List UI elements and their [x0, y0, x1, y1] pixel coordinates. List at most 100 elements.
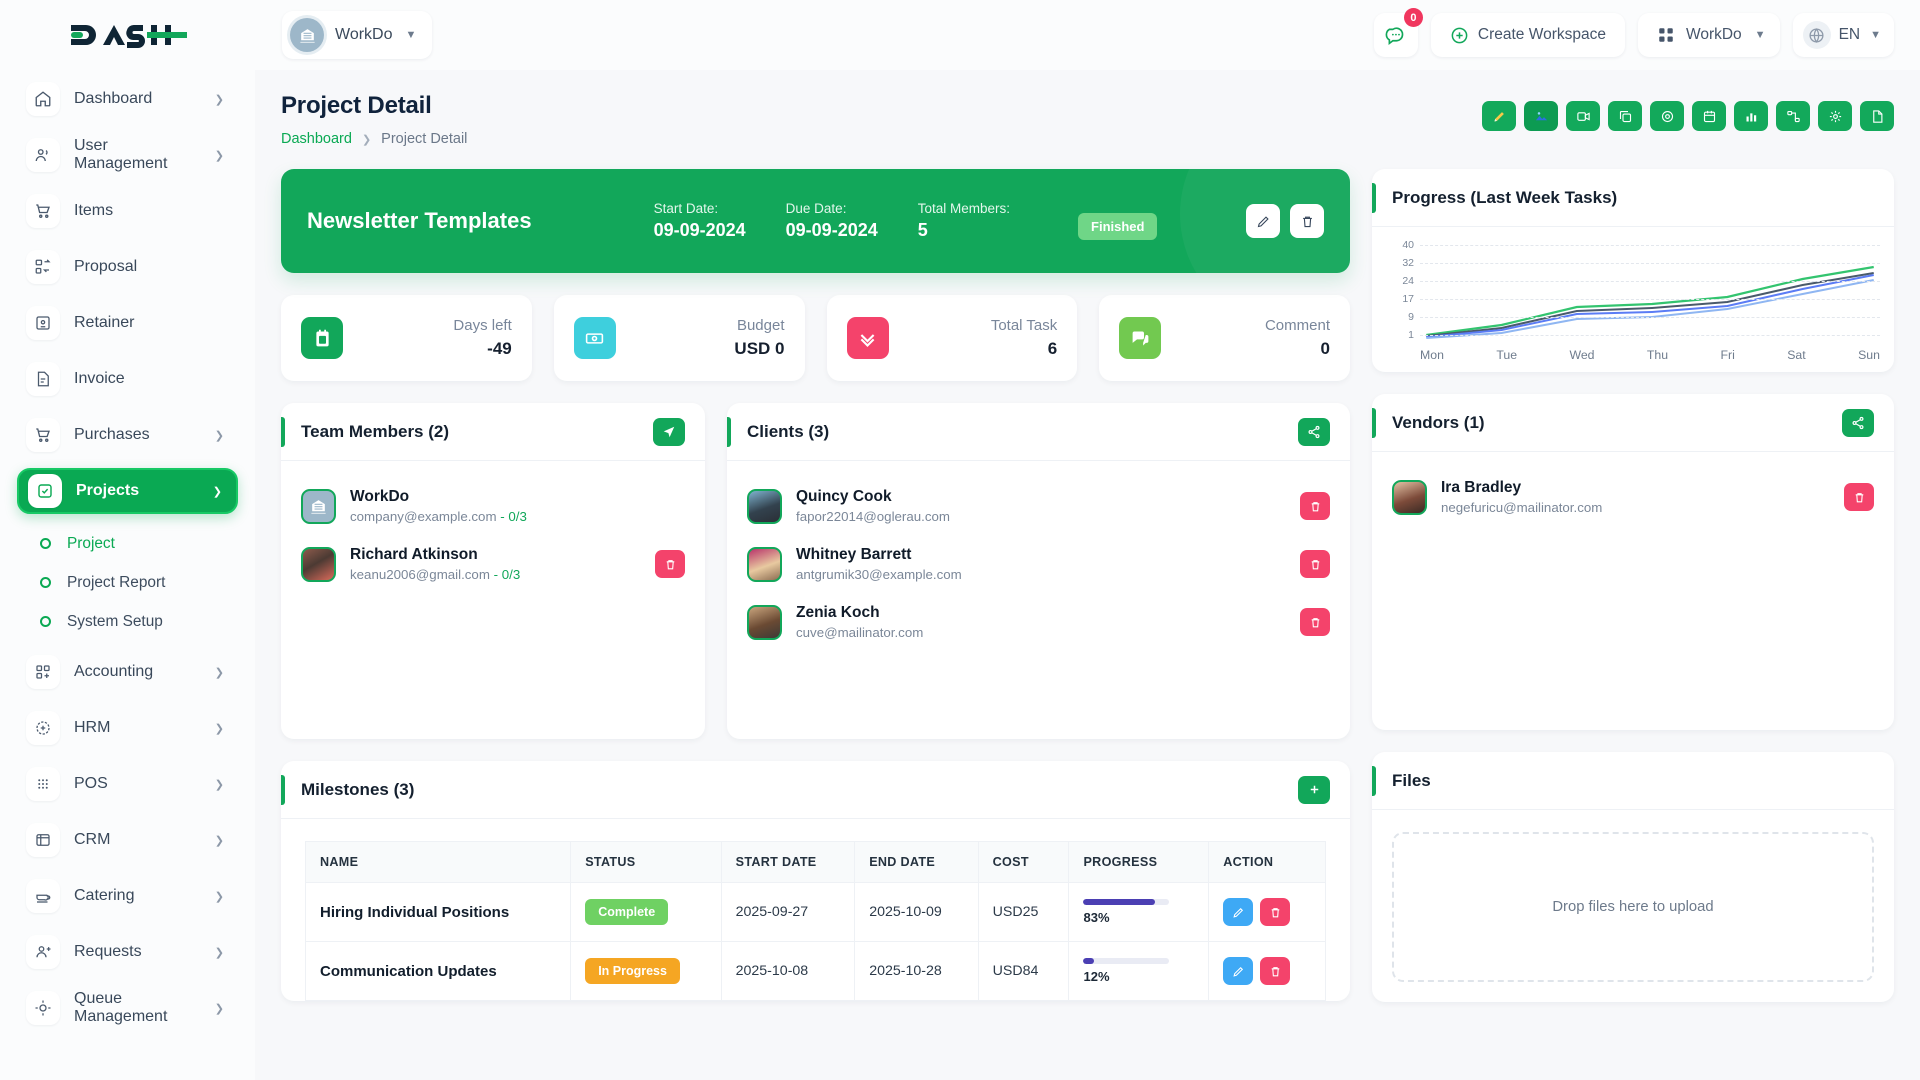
avatar	[747, 488, 782, 524]
cell-cost: USD84	[977, 941, 1070, 1001]
send-icon-button[interactable]	[653, 417, 685, 446]
cell-end: 2025-10-28	[854, 941, 979, 1001]
milestones-card: Milestones (3) NAME STATUS	[281, 761, 1350, 1001]
delete-member-button[interactable]	[655, 550, 685, 578]
sidebar-item-crm[interactable]: CRM ❯	[17, 817, 238, 863]
avatar	[747, 604, 782, 640]
file-dropzone[interactable]: Drop files here to upload	[1392, 832, 1874, 982]
sidebar-subitem-project-report[interactable]: Project Report	[17, 563, 238, 602]
workspace-chip[interactable]: WorkDo ▼	[282, 11, 433, 59]
plus-circle-icon	[1451, 27, 1468, 43]
delete-client-button[interactable]	[1300, 492, 1330, 520]
language-select[interactable]: EN ▼	[1792, 13, 1894, 57]
cart-icon	[26, 418, 60, 452]
workspace-avatar-icon	[290, 18, 324, 52]
breadcrumb-dashboard[interactable]: Dashboard	[281, 131, 352, 147]
sidebar-item-requests[interactable]: Requests ❯	[17, 929, 238, 975]
copy-icon-button[interactable]	[1608, 101, 1642, 131]
sidebar-item-invoice[interactable]: Invoice	[17, 356, 238, 402]
share-icon-button[interactable]	[1842, 408, 1874, 437]
gear-icon-button[interactable]	[1818, 101, 1852, 131]
sidebar-item-accounting[interactable]: Accounting ❯	[17, 649, 238, 695]
clients-card: Clients (3) Quincy Cook	[727, 403, 1350, 739]
double-check-icon	[846, 317, 889, 359]
sidebar-item-queue-management[interactable]: Queue Management ❯	[17, 985, 238, 1031]
sidebar-label: Requests	[74, 943, 142, 960]
list-item: Ira Bradley negefuricu@mailinator.com	[1392, 468, 1874, 526]
messages-button[interactable]: 0	[1373, 8, 1423, 57]
chevron-right-icon: ❯	[214, 778, 224, 791]
project-name: Newsletter Templates	[307, 208, 532, 233]
target-icon-button[interactable]	[1650, 101, 1684, 131]
sidebar-item-projects[interactable]: Projects ❯	[17, 468, 238, 514]
sidebar-item-user-management[interactable]: User Management ❯	[17, 132, 238, 178]
requests-icon	[26, 935, 60, 969]
members-value: 5	[917, 220, 928, 240]
edit-milestone-button[interactable]	[1223, 898, 1254, 926]
delete-project-button[interactable]	[1290, 204, 1324, 238]
edit-milestone-button[interactable]	[1223, 957, 1254, 985]
calendar-icon-button[interactable]	[1692, 101, 1726, 131]
brand-logo[interactable]	[0, 17, 255, 53]
th-cost: COST	[977, 841, 1070, 883]
cell-progress: 12%	[1068, 941, 1210, 1001]
pencil-color-icon-button[interactable]	[1482, 101, 1516, 131]
th-progress: PROGRESS	[1068, 841, 1210, 883]
notification-badge: 0	[1403, 8, 1423, 27]
delete-client-button[interactable]	[1300, 550, 1330, 578]
delete-milestone-button[interactable]	[1260, 957, 1291, 985]
sidebar-item-items[interactable]: Items	[17, 188, 238, 234]
home-icon	[26, 82, 60, 116]
workspace-select[interactable]: WorkDo ▼	[1637, 13, 1780, 57]
card-title: Vendors (1)	[1392, 412, 1485, 432]
table-row: Communication Updates In Progress 2025-1…	[304, 941, 1326, 1001]
sidebar-label: Accounting	[74, 663, 154, 680]
sidebar-item-pos[interactable]: POS ❯	[17, 761, 238, 807]
sidebar-subitem-system-setup[interactable]: System Setup	[17, 602, 238, 641]
sidebar-item-retainer[interactable]: Retainer	[17, 300, 238, 346]
stat-value: 0	[1320, 339, 1330, 358]
flow-icon-button[interactable]	[1776, 101, 1810, 131]
th-start-date: START DATE	[720, 841, 856, 883]
image-color-icon-button[interactable]	[1524, 101, 1558, 131]
delete-client-button[interactable]	[1300, 608, 1330, 636]
bullet-icon	[40, 616, 51, 627]
avatar	[301, 546, 336, 582]
create-workspace-button[interactable]: Create Workspace	[1430, 13, 1625, 57]
chevron-right-icon: ❯	[214, 149, 224, 162]
bullet-icon	[40, 538, 51, 549]
page-title: Project Detail	[281, 92, 432, 119]
person-name: Richard Atkinson	[350, 546, 478, 563]
team-members-card: Team Members (2)	[281, 403, 705, 739]
sidebar-subitem-project[interactable]: Project	[17, 524, 238, 563]
sidebar-item-hrm[interactable]: HRM ❯	[17, 705, 238, 751]
sidebar-item-purchases[interactable]: Purchases ❯	[17, 412, 238, 458]
stat-label: Budget	[736, 317, 785, 334]
card-title: Milestones (3)	[301, 779, 415, 799]
chevron-right-icon: ❯	[214, 946, 224, 959]
start-date-block: Start Date: 09-09-2024	[654, 201, 746, 241]
card-title: Clients (3)	[747, 421, 830, 441]
delete-milestone-button[interactable]	[1260, 898, 1291, 926]
share-icon-button[interactable]	[1298, 417, 1330, 446]
person-name: Quincy Cook	[796, 488, 892, 505]
queue-icon	[26, 991, 60, 1025]
add-milestone-button[interactable]	[1298, 775, 1330, 804]
cart-icon	[26, 194, 60, 228]
sidebar-item-catering[interactable]: Catering ❯	[17, 873, 238, 919]
chevron-right-icon: ❯	[214, 722, 224, 735]
card-title: Team Members (2)	[301, 421, 450, 441]
video-icon-button[interactable]	[1566, 101, 1600, 131]
members-label: Total Members:	[917, 201, 1011, 216]
chevron-right-icon: ❯	[214, 890, 224, 903]
edit-project-button[interactable]	[1246, 204, 1280, 238]
sidebar-label: Invoice	[74, 370, 125, 387]
chart-icon-button[interactable]	[1734, 101, 1768, 131]
chevron-down-icon: ▼	[1754, 29, 1766, 41]
sidebar-item-dashboard[interactable]: Dashboard ❯	[17, 76, 238, 122]
status-badge: Finished	[1078, 213, 1158, 240]
delete-vendor-button[interactable]	[1844, 483, 1874, 511]
file-icon-button[interactable]	[1860, 101, 1894, 131]
cell-action	[1208, 941, 1326, 1001]
sidebar-item-proposal[interactable]: Proposal	[17, 244, 238, 290]
